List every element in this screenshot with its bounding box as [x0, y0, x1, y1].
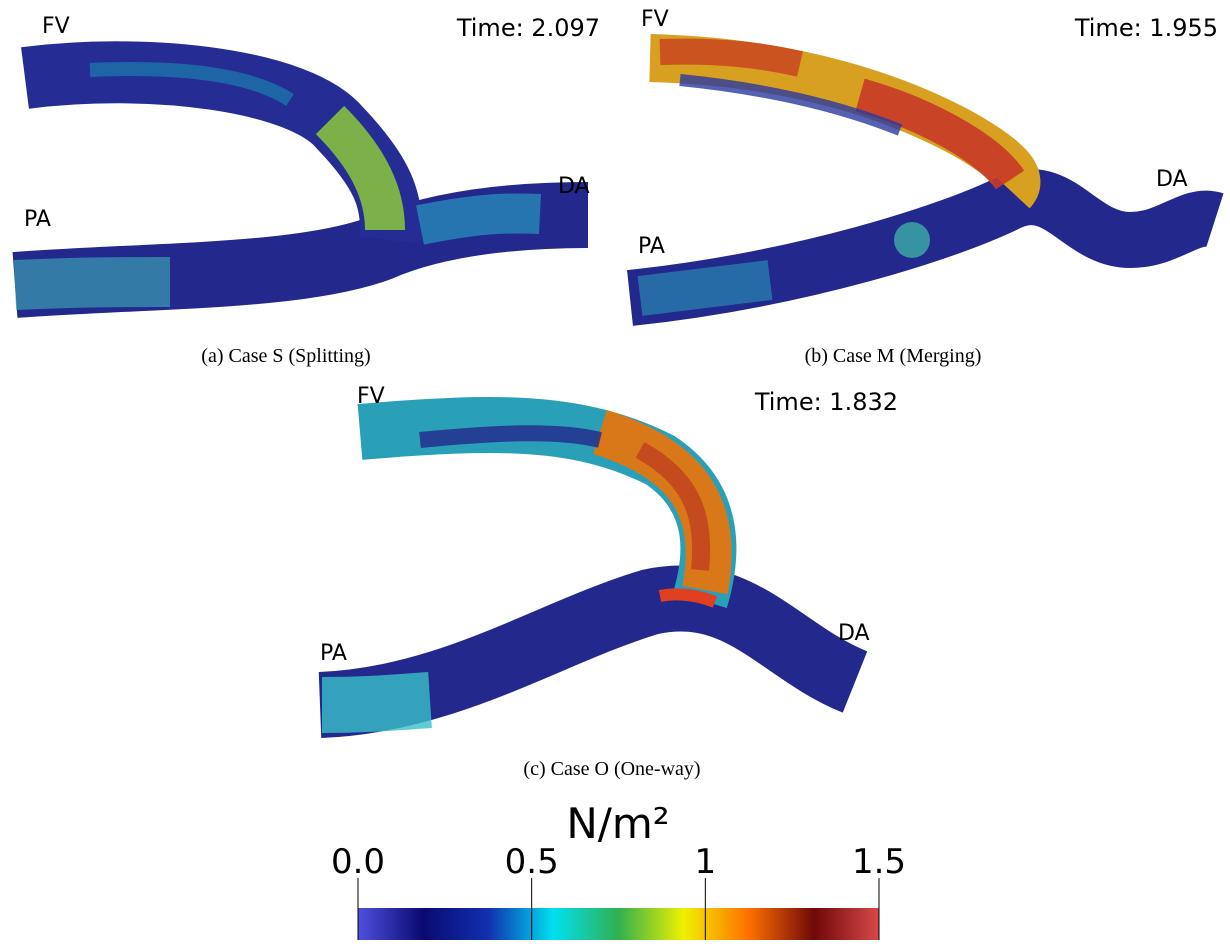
- colorbar-title: N/m²: [566, 799, 669, 848]
- da-label: DA: [1156, 167, 1188, 192]
- pa-label: PA: [24, 207, 51, 232]
- vessel-shading: [635, 442, 711, 571]
- vessel-shading: [658, 588, 718, 608]
- pa-label: PA: [638, 234, 665, 259]
- caption: (b) Case M (Merging): [805, 345, 982, 367]
- vessel-shading: [855, 78, 1025, 191]
- vessel-shading: [416, 193, 541, 245]
- panel-c: FV Time: 1.832 PA DA (c) Case O (One-way…: [318, 384, 898, 780]
- colorbar-tick-label: 1: [695, 842, 717, 882]
- time-label: Time: 1.832: [754, 388, 898, 416]
- caption: (a) Case S (Splitting): [201, 345, 370, 367]
- colorbar-tick-label: 0.0: [331, 842, 385, 882]
- vessel-shading: [13, 257, 171, 310]
- colorbar-tick-label: 1.5: [852, 842, 906, 882]
- vessel-shading: [679, 74, 903, 136]
- colorbar-gradient: [358, 908, 879, 940]
- vessel-shading: [89, 62, 294, 106]
- vessel-shading: [321, 672, 432, 733]
- fv-label: FV: [42, 14, 70, 39]
- vessel-shading: [659, 38, 803, 77]
- time-label: Time: 2.097: [456, 14, 600, 42]
- vessel-shading: [419, 425, 602, 448]
- vessel-shading: [894, 222, 930, 258]
- da-label: DA: [838, 621, 870, 646]
- fv-label: FV: [357, 384, 385, 409]
- da-label: DA: [558, 174, 590, 199]
- colorbar-tick-label: 0.5: [505, 842, 559, 882]
- panel-a: FV Time: 2.097 PA DA (a) Case S (Splitti…: [12, 14, 600, 367]
- caption: (c) Case O (One-way): [523, 758, 700, 780]
- fv-label: FV: [641, 7, 669, 32]
- panel-b: FV Time: 1.955 PA DA (b) Case M (Merging…: [627, 7, 1224, 367]
- time-label: Time: 1.955: [1074, 14, 1218, 42]
- vessel-shading: [637, 260, 773, 316]
- colorbar: N/m² 0.0 0.5 1 1.5: [331, 799, 906, 940]
- vessel-shading: [315, 105, 405, 231]
- pa-label: PA: [320, 641, 347, 666]
